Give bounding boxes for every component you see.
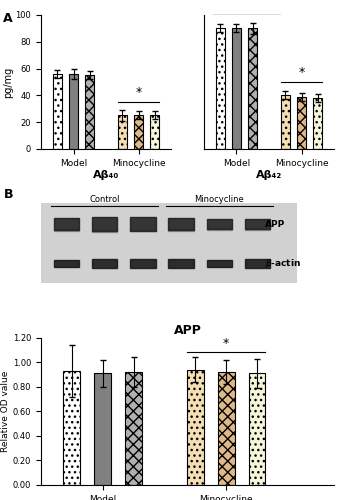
Bar xyxy=(92,217,117,231)
Text: APP: APP xyxy=(265,220,285,228)
Bar xyxy=(54,260,79,266)
Text: Control: Control xyxy=(89,195,120,204)
Bar xyxy=(125,372,142,485)
Bar xyxy=(313,98,322,149)
Bar xyxy=(53,74,62,149)
Bar xyxy=(63,371,80,485)
X-axis label: Aβ₄₂: Aβ₄₂ xyxy=(256,170,282,180)
Bar xyxy=(207,260,232,266)
Text: $\beta$-actin: $\beta$-actin xyxy=(265,257,301,270)
Bar xyxy=(134,116,143,149)
Text: *: * xyxy=(298,66,305,80)
Bar xyxy=(187,370,204,485)
Bar xyxy=(150,116,160,149)
Bar xyxy=(249,374,266,485)
Bar xyxy=(207,219,232,229)
Bar xyxy=(130,259,156,268)
Bar xyxy=(118,116,127,149)
Text: B: B xyxy=(3,188,13,200)
Text: Minocycline: Minocycline xyxy=(195,195,244,204)
Title: APP: APP xyxy=(174,324,202,336)
Bar xyxy=(54,218,79,230)
Y-axis label: Relative OD value: Relative OD value xyxy=(1,370,10,452)
Bar xyxy=(245,258,270,268)
Bar xyxy=(216,28,225,149)
Bar xyxy=(281,96,290,149)
Legend: M4, M6, M8, MT4, MT6, MT8: M4, M6, M8, MT4, MT6, MT8 xyxy=(212,14,281,52)
Text: *: * xyxy=(136,86,142,100)
Bar xyxy=(69,74,78,149)
Bar xyxy=(168,259,194,268)
Bar xyxy=(168,218,194,230)
Bar xyxy=(245,219,270,229)
Bar xyxy=(130,218,156,230)
Text: A: A xyxy=(3,12,13,26)
Bar xyxy=(94,374,111,485)
Bar xyxy=(248,28,257,149)
Bar xyxy=(92,259,117,268)
Bar xyxy=(232,28,241,149)
Bar xyxy=(218,372,235,485)
X-axis label: Aβ₄₀: Aβ₄₀ xyxy=(93,170,119,180)
Bar xyxy=(85,76,94,149)
Y-axis label: pg/mg: pg/mg xyxy=(3,66,13,98)
Bar xyxy=(297,96,306,149)
Text: *: * xyxy=(223,337,229,350)
